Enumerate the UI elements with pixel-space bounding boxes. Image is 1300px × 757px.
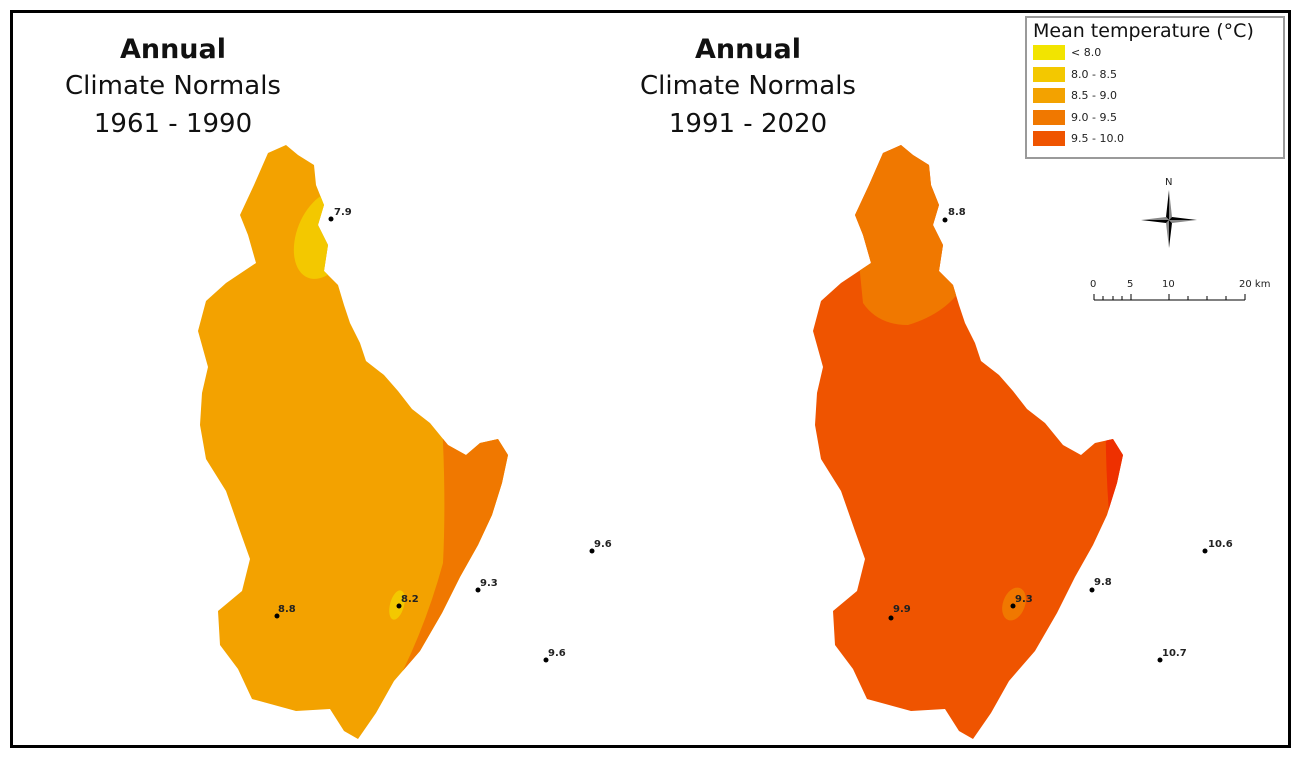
legend-label: < 8.0 bbox=[1071, 46, 1102, 60]
legend-swatch bbox=[1033, 88, 1065, 104]
legend-item: 9.5 - 10.0 bbox=[1027, 128, 1283, 150]
zone-10-0-10-5 bbox=[1058, 363, 1123, 739]
maps-canvas: 7.9 8.8 8.2 9.3 9.6 9.6 8.8 9.9 9.3 9.8 … bbox=[198, 145, 1270, 745]
legend-label: 8.5 - 9.0 bbox=[1071, 89, 1117, 103]
north-arrow-icon: N bbox=[1141, 177, 1197, 248]
station-value: 7.9 bbox=[334, 207, 352, 218]
station-value: 9.3 bbox=[1015, 594, 1033, 605]
map-heading: Annual bbox=[119, 34, 227, 65]
station-value: 8.8 bbox=[948, 207, 966, 218]
station-10-6: 10.6 bbox=[1202, 539, 1233, 554]
station-value: 9.9 bbox=[893, 604, 911, 615]
scale-tick: 20 km bbox=[1239, 279, 1270, 290]
map-period: 1991 - 2020 bbox=[668, 109, 828, 139]
station-8-8: 8.8 bbox=[274, 604, 296, 619]
map-heading: Annual bbox=[694, 34, 802, 65]
map-title-1961-1990: Annual Climate Normals 1961 - 1990 bbox=[53, 33, 293, 143]
station-value: 9.8 bbox=[1094, 577, 1112, 588]
station-9-6: 9.6 bbox=[543, 648, 566, 663]
legend-title: Mean temperature (°C) bbox=[1033, 20, 1254, 42]
station-7-9: 7.9 bbox=[328, 207, 352, 222]
map-figure: Annual Climate Normals 1961 - 1990 Annua… bbox=[10, 10, 1291, 748]
legend-swatch bbox=[1033, 131, 1065, 147]
scale-bar: 0 5 10 20 km bbox=[1090, 279, 1270, 301]
legend-label: 9.0 - 9.5 bbox=[1071, 110, 1117, 124]
station-value: 9.3 bbox=[480, 578, 498, 589]
station-9-8: 9.8 bbox=[1089, 577, 1112, 593]
zone-9-5-10-0 bbox=[523, 383, 703, 745]
station-9-9: 9.9 bbox=[888, 604, 911, 621]
station-9-3: 9.3 bbox=[475, 578, 498, 593]
legend-label: 9.5 - 10.0 bbox=[1071, 132, 1124, 146]
station-8-8: 8.8 bbox=[942, 207, 966, 223]
station-9-6: 9.6 bbox=[589, 539, 612, 554]
legend: Mean temperature (°C) < 8.0 8.0 - 8.5 8.… bbox=[1025, 16, 1285, 159]
map-1961-1990: 7.9 8.8 8.2 9.3 9.6 9.6 bbox=[198, 145, 703, 745]
station-10-7: 10.7 bbox=[1157, 648, 1187, 663]
legend-swatch bbox=[1033, 109, 1065, 125]
station-value: 10.7 bbox=[1162, 648, 1187, 659]
station-value: 8.8 bbox=[278, 604, 296, 615]
station-9-3: 9.3 bbox=[1010, 594, 1033, 609]
station-value: 9.6 bbox=[594, 539, 612, 550]
map-subtitle: Climate Normals bbox=[65, 71, 281, 101]
map-subtitle: Climate Normals bbox=[640, 71, 856, 101]
legend-item: < 8.0 bbox=[1027, 42, 1283, 64]
scale-tick: 0 bbox=[1090, 279, 1096, 290]
legend-item: 8.5 - 9.0 bbox=[1027, 85, 1283, 107]
station-value: 9.6 bbox=[548, 648, 566, 659]
map-period: 1961 - 1990 bbox=[93, 109, 253, 139]
scale-tick: 5 bbox=[1127, 279, 1133, 290]
zone-8-5-9-0 bbox=[198, 145, 508, 739]
legend-item: 9.0 - 9.5 bbox=[1027, 107, 1283, 129]
legend-label: 8.0 - 8.5 bbox=[1071, 67, 1117, 81]
scale-tick: 10 bbox=[1162, 279, 1175, 290]
station-8-2: 8.2 bbox=[396, 594, 419, 609]
station-value: 10.6 bbox=[1208, 539, 1233, 550]
north-label: N bbox=[1165, 177, 1172, 188]
station-value: 8.2 bbox=[401, 594, 419, 605]
legend-item: 8.0 - 8.5 bbox=[1027, 64, 1283, 86]
map-title-1991-2020: Annual Climate Normals 1991 - 2020 bbox=[628, 33, 868, 143]
legend-swatch bbox=[1033, 66, 1065, 82]
legend-swatch bbox=[1033, 45, 1065, 61]
zone-9-0-9-5 bbox=[853, 145, 989, 325]
map-1991-2020: 8.8 9.9 9.3 9.8 10.6 10.7 bbox=[813, 145, 1233, 739]
